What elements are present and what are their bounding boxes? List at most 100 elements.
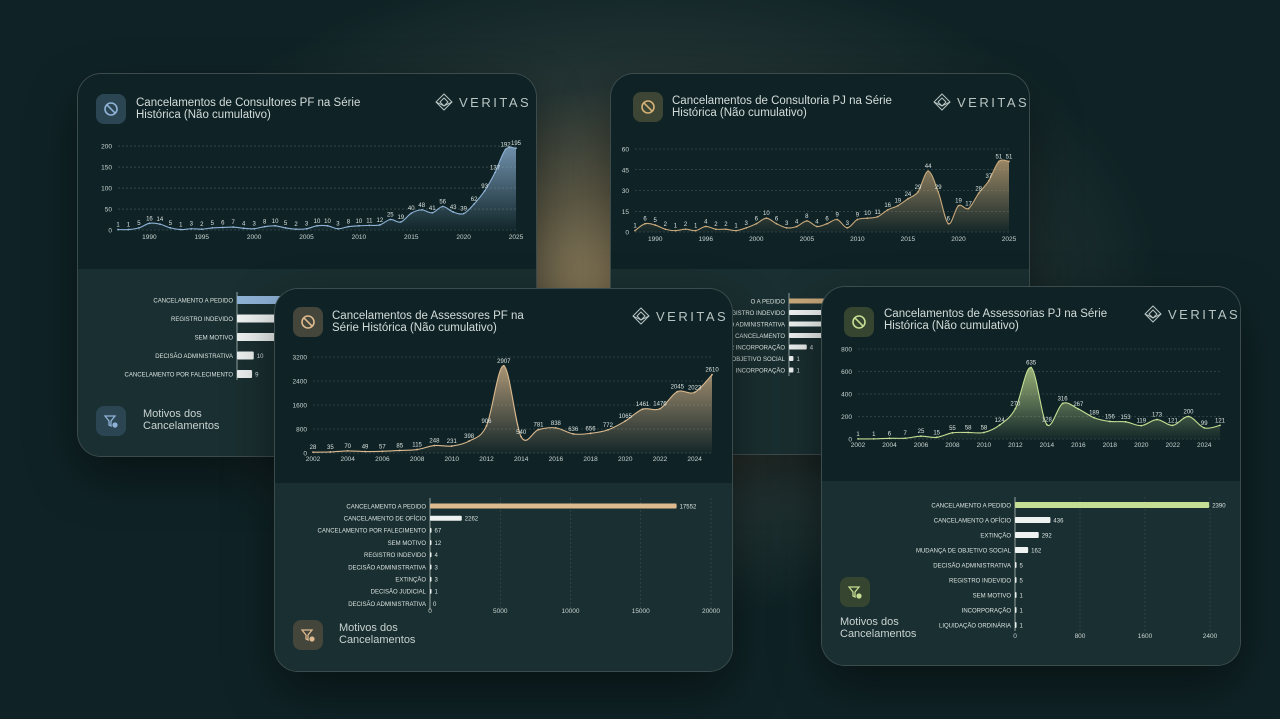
data-point (907, 197, 909, 200)
filter-cancel-icon[interactable] (293, 620, 323, 650)
data-point (765, 217, 768, 220)
value-label: 5 (1020, 563, 1024, 569)
brand-name: VERITAS (1168, 306, 1241, 322)
ban-icon (96, 94, 126, 124)
data-label: 6 (888, 431, 892, 437)
category-label: OBJETIVO SOCIAL (732, 357, 786, 363)
data-point (138, 227, 140, 229)
chart-title: Cancelamentos de Assessores PF na Série … (332, 310, 524, 334)
data-label: 2023 (688, 385, 702, 391)
data-point (274, 224, 277, 227)
bar (1015, 592, 1017, 598)
data-point (983, 431, 985, 434)
data-point (664, 228, 667, 231)
data-label: 29 (915, 185, 922, 191)
data-point (676, 390, 679, 393)
data-label: 11 (874, 210, 881, 216)
x-tick-label: 2020 (1134, 442, 1149, 449)
x-tick-label: 0 (1013, 633, 1017, 640)
data-label: 270 (1010, 402, 1021, 408)
category-label: DECISÃO ADMINISTRATIVA (348, 564, 426, 571)
bar (430, 503, 677, 509)
value-label: 17552 (680, 504, 697, 510)
value-label: 9 (255, 372, 259, 378)
data-label: 189 (1089, 411, 1100, 417)
data-label: 70 (344, 444, 351, 450)
chart-title: Cancelamentos de Consultores PF na Série… (136, 97, 361, 121)
category-label: SEM MOTIVO (388, 541, 427, 547)
data-point (1030, 366, 1033, 369)
filter-cancel-icon[interactable] (840, 577, 870, 607)
data-point (305, 227, 308, 230)
x-tick-label: 2014 (514, 456, 529, 463)
data-point (1008, 160, 1010, 163)
data-point (1187, 415, 1190, 418)
ban-icon (633, 92, 663, 122)
data-point (967, 431, 970, 434)
data-label: 1 (856, 432, 860, 438)
x-tick-label: 1600 (1138, 633, 1153, 640)
y-tick-label: 800 (841, 347, 852, 354)
x-tick-label: 800 (1075, 633, 1086, 640)
category-label: R INCORPORAÇÃO (730, 344, 786, 351)
data-label: 2907 (497, 359, 511, 365)
data-point (263, 225, 266, 228)
category-label: LIQUIDAÇÃO ORDINÁRIA (939, 622, 1011, 629)
category-label: CANCELAMENTO A OFÍCIO (934, 517, 1012, 524)
data-label: 3 (785, 221, 789, 227)
category-label: REGISTRO INDEVIDO (949, 578, 1011, 584)
data-label: 4 (704, 219, 708, 225)
ban-icon (293, 307, 323, 337)
category-label: MUDANÇA DE OBJETIVO SOCIAL (916, 548, 1012, 554)
data-label: 2610 (705, 368, 719, 374)
data-point (904, 437, 907, 440)
data-label: 4 (242, 221, 246, 227)
x-tick-label: 2012 (479, 456, 494, 463)
data-point (836, 218, 839, 221)
chart-title: Cancelamentos de Assessorias PJ na Série… (884, 308, 1108, 332)
data-point (520, 435, 523, 438)
filter-cancel-icon[interactable] (96, 406, 126, 436)
data-point (659, 407, 661, 410)
data-point (410, 212, 413, 215)
data-point (1171, 424, 1174, 427)
value-label: 12 (435, 541, 442, 547)
data-point (502, 364, 505, 367)
data-label: 44 (925, 164, 932, 170)
data-label: 40 (408, 206, 415, 212)
data-point (1093, 416, 1095, 419)
value-label: 2262 (465, 517, 479, 523)
data-label: 15 (933, 430, 940, 436)
x-tick-label: 2018 (583, 456, 598, 463)
data-label: 8 (805, 214, 809, 220)
data-point (745, 226, 748, 229)
bar (1015, 532, 1039, 538)
bar (1015, 517, 1051, 523)
value-label: 4 (435, 553, 439, 559)
y-tick-label: 3200 (293, 355, 308, 362)
y-tick-label: 50 (105, 207, 113, 214)
data-label: 121 (1215, 418, 1226, 424)
data-point (997, 160, 1000, 163)
category-label: CANCELAMENTO A PEDIDO (346, 504, 426, 510)
data-label: 2 (684, 222, 688, 228)
data-label: 2 (714, 222, 718, 228)
data-point (987, 179, 990, 182)
category-label: CANCELAMENTO A PEDIDO (931, 503, 1011, 509)
data-point (329, 451, 332, 453)
data-point (190, 227, 193, 230)
value-label: 1 (1020, 623, 1024, 629)
data-label: 55 (949, 426, 956, 432)
bar (789, 344, 807, 350)
x-tick-label: 0 (428, 608, 432, 615)
y-tick-label: 100 (101, 186, 112, 193)
line-chart: 0 200 400 600 800 1 1 6 7 25 15 55 58 58 124 270 635 128 3… (841, 347, 1226, 450)
data-label: 2 (724, 222, 728, 228)
data-label: 1461 (636, 402, 650, 408)
data-point (326, 224, 329, 227)
bar (1015, 547, 1029, 553)
category-label: DECISÃO JUDICIAL (371, 589, 427, 596)
x-tick-label: 1990 (142, 234, 157, 241)
data-point (337, 227, 339, 230)
